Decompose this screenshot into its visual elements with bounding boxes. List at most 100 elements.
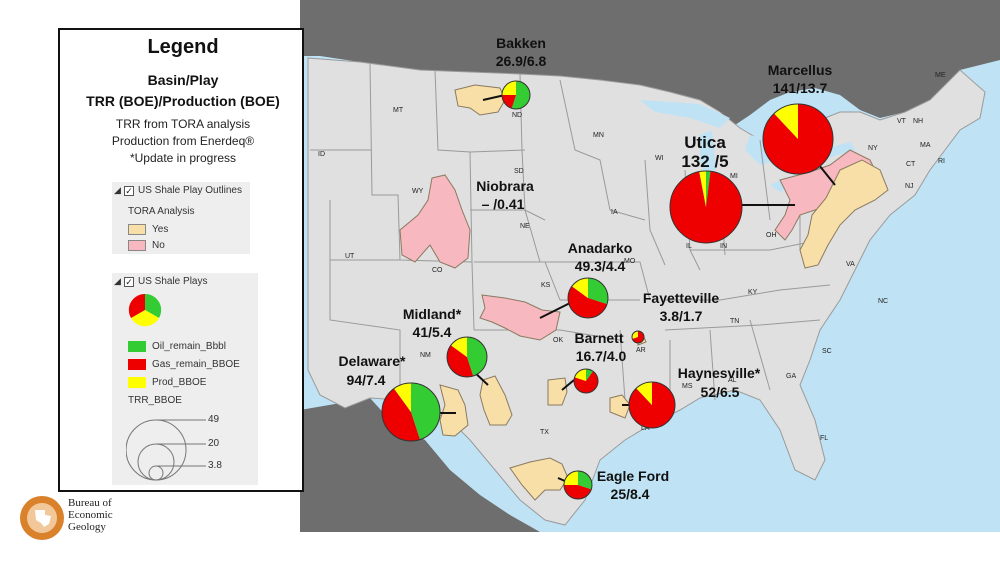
fayetteville-pie-prod-slice — [631, 331, 638, 339]
state-label: NH — [913, 118, 923, 125]
size-legend — [126, 419, 206, 481]
anadarko-pie-outline — [567, 277, 609, 319]
state-label: RI — [938, 158, 945, 165]
state-label: FL — [820, 435, 828, 442]
tora-label: TORA Analysis — [128, 206, 195, 217]
play-name: Marcellus — [768, 62, 833, 78]
canada-region — [300, 0, 1000, 125]
marcellus-pie-prod-slice — [774, 104, 798, 139]
anadarko-pie-gas-slice — [568, 286, 608, 318]
play-value: 16.7/4.0 — [576, 348, 627, 364]
expand-arrow-icon[interactable]: ◢ — [114, 185, 121, 195]
bakken-pie-gas-slice — [502, 95, 516, 109]
state-label: LA — [641, 425, 650, 432]
midland-pie-oil-slice — [467, 337, 487, 377]
state-label: SC — [822, 348, 832, 355]
state-label: NC — [878, 298, 888, 305]
state-label: TX — [540, 429, 549, 436]
state-label: ID — [318, 151, 325, 158]
state-label: NY — [868, 145, 878, 152]
layer-checkbox[interactable]: ✓ — [124, 277, 134, 287]
layer-name: US Shale Plays — [138, 276, 208, 287]
bakken-pie-oil-slice — [511, 81, 531, 110]
play-value: 25/8.4 — [611, 486, 650, 502]
play-value: – /0.41 — [482, 196, 525, 212]
state-label: VT — [897, 118, 907, 125]
midland-outline — [479, 375, 513, 426]
play-name: Bakken — [496, 35, 546, 51]
plays-layer-box: ◢ ✓ US Shale Plays Oil_remain_Bbbl Gas_r… — [112, 273, 258, 485]
state-labels: MT ND MN ID WY SD WI MI NY VT NH ME MA R… — [318, 72, 946, 442]
anadarko-pie-oil-slice — [588, 278, 608, 305]
oil-swatch — [128, 341, 146, 352]
play-name: Fayetteville — [643, 290, 719, 306]
legend-pie-icon — [128, 293, 162, 327]
play-value: 132 /5 — [681, 152, 728, 171]
barnett-outline — [547, 377, 568, 406]
midland-pie-outline — [446, 336, 488, 378]
lake-michigan — [700, 130, 716, 180]
state-label: AL — [728, 377, 737, 384]
tora-no-label: No — [152, 240, 165, 251]
state-label: MT — [393, 107, 404, 114]
state-label: GA — [786, 373, 796, 380]
state-borders — [310, 63, 881, 401]
oil-label: Oil_remain_Bbbl — [152, 341, 226, 352]
play-value: 141/13.7 — [773, 80, 828, 96]
outlines-layer-box: ◢ ✓ US Shale Play Outlines TORA Analysis… — [112, 182, 250, 254]
state-label: WI — [655, 155, 664, 162]
eagle-ford-pie-oil-slice — [578, 471, 592, 490]
size-value: 20 — [208, 438, 220, 449]
expand-arrow-icon[interactable]: ◢ — [114, 276, 121, 286]
legend-subtitle: Basin/Play — [147, 72, 219, 88]
utica-pie-prod-slice — [699, 171, 706, 207]
play-name: Haynesville* — [678, 365, 761, 381]
barnett-pie-outline — [573, 368, 599, 394]
play-value: 26.9/6.8 — [496, 53, 547, 69]
legend-note: TRR from TORA analysis — [115, 117, 251, 131]
play-value: 94/7.4 — [347, 372, 386, 388]
marcellus-outline — [799, 159, 889, 269]
tora-yes-swatch — [128, 224, 146, 235]
play-value: 52/6.5 — [701, 384, 740, 400]
bakken-pie-prod-slice — [502, 81, 516, 95]
eagle-ford-pie-outline — [563, 470, 593, 500]
midland-pie-gas-slice — [447, 345, 474, 377]
mexico-region — [300, 398, 540, 532]
state-label: KY — [748, 289, 758, 296]
bakken-outline — [454, 84, 506, 116]
play-labels: Bakken 26.9/6.8 Marcellus 141/13.7 Utica… — [339, 35, 833, 502]
eagle-ford-pie-gas-slice — [564, 485, 592, 500]
haynesville-pie-prod-slice — [636, 382, 652, 405]
gas-label: Gas_remain_BBOE — [152, 359, 240, 370]
legend-subtitle: TRR (BOE)/Production (BOE) — [86, 93, 280, 109]
prod-swatch — [128, 377, 146, 388]
utica-pie-gas-slice — [670, 171, 742, 244]
legend-note: Production from Enerdeq® — [111, 134, 255, 148]
state-label: UT — [345, 253, 355, 260]
state-label: TN — [730, 318, 739, 325]
barnett-pie-oil-slice — [586, 369, 594, 381]
state-label: OK — [553, 337, 563, 344]
fayetteville-pie-outline — [631, 330, 645, 344]
barnett-pie-gas-slice — [574, 371, 598, 394]
play-value: 49.3/4.4 — [575, 258, 626, 274]
state-label: SD — [514, 168, 524, 175]
state-label: MO — [624, 258, 636, 265]
layer-checkbox[interactable]: ✓ — [124, 186, 134, 196]
eagle-ford-pie-prod-slice — [564, 471, 578, 485]
layer-name: US Shale Play Outlines — [138, 185, 242, 196]
logo-line: Economic — [68, 509, 113, 521]
play-name: Niobrara — [476, 178, 534, 194]
barnett-pie-prod-slice — [574, 369, 586, 381]
anadarko-outline — [479, 294, 561, 341]
midland-pie-prod-slice — [450, 337, 467, 357]
state-label: WY — [412, 188, 424, 195]
state-label: CT — [906, 161, 916, 168]
fayetteville-pie-gas-slice — [632, 331, 644, 343]
state-label: OH — [766, 232, 777, 239]
state-label: ME — [935, 72, 946, 79]
state-label: ND — [512, 112, 522, 119]
bakken-pie-outline — [501, 80, 531, 110]
